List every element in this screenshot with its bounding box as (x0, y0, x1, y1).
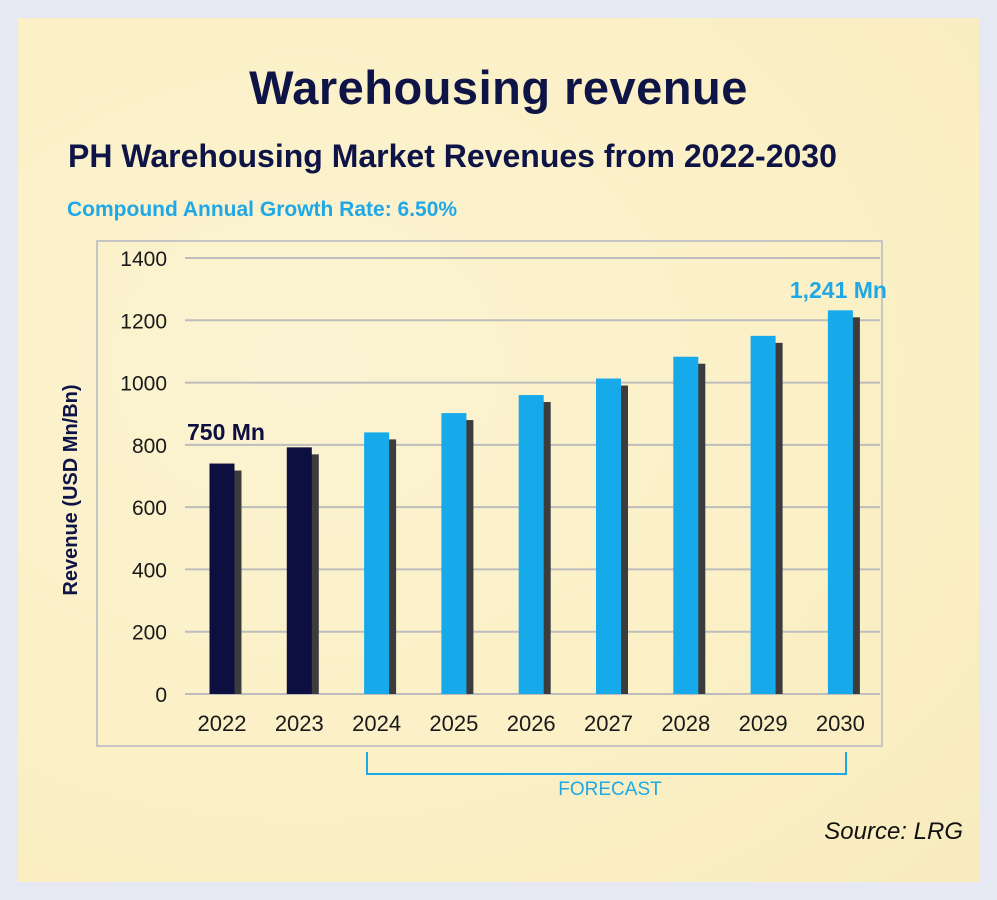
data-label: 750 Mn (187, 419, 265, 445)
bar-2030 (827, 310, 853, 694)
source-note: Source: LRG (824, 818, 963, 845)
bar-2025 (441, 413, 467, 694)
chart-title: PH Warehousing Market Revenues from 2022… (68, 138, 837, 174)
x-tick-label: 2028 (661, 711, 710, 736)
chart-frame (96, 240, 883, 747)
bar-2028 (673, 356, 699, 694)
y-tick-label: 800 (132, 435, 167, 458)
y-tick-label: 400 (132, 559, 167, 582)
bar-2024 (364, 432, 390, 694)
x-tick-label: 2023 (275, 711, 324, 736)
x-tick-label: 2029 (739, 711, 788, 736)
x-tick-label: 2025 (429, 711, 478, 736)
y-axis-label: Revenue (USD Mn/Bn) (60, 384, 82, 595)
x-tick-label: 2024 (352, 711, 401, 736)
data-label: 1,241 Mn (790, 277, 887, 303)
forecast-label: FORECAST (558, 779, 662, 800)
infographic-card (18, 18, 979, 882)
bar-2023 (286, 447, 312, 694)
x-tick-label: 2022 (198, 711, 247, 736)
bar-2029 (750, 335, 776, 694)
page-title: Warehousing revenue (249, 61, 748, 114)
y-tick-label: 0 (155, 684, 167, 707)
bar-2022 (209, 463, 235, 694)
y-tick-label: 600 (132, 497, 167, 520)
y-tick-label: 1200 (120, 310, 167, 333)
y-tick-label: 1000 (120, 373, 167, 396)
cagr-label: Compound Annual Growth Rate: 6.50% (67, 198, 458, 221)
y-tick-label: 200 (132, 622, 167, 645)
bar-2027 (596, 378, 621, 694)
x-tick-label: 2030 (816, 711, 865, 736)
bar-2026 (518, 395, 544, 694)
x-tick-label: 2027 (584, 711, 633, 736)
x-tick-label: 2026 (507, 711, 556, 736)
forecast-bracket: FORECAST (366, 752, 847, 800)
forecast-bracket-line (366, 752, 847, 775)
y-tick-label: 1400 (120, 248, 167, 271)
